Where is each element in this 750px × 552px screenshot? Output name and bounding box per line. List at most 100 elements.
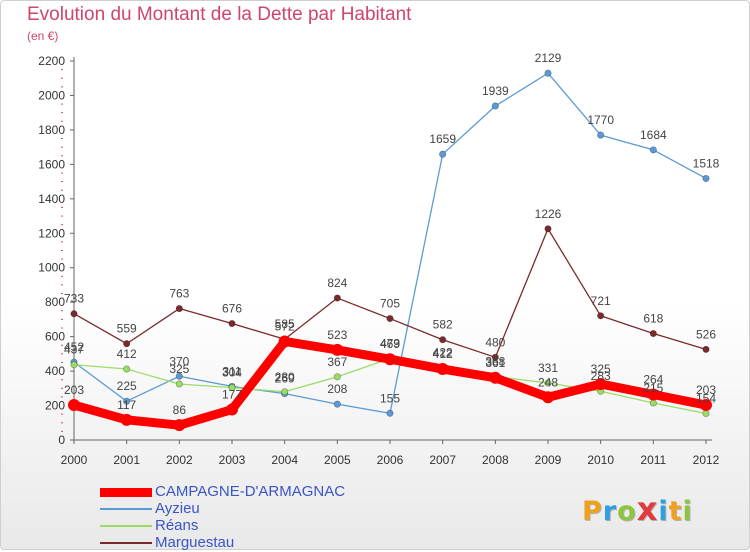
data-point: [649, 146, 657, 154]
data-point: [228, 319, 236, 328]
data-label: 117: [117, 398, 136, 412]
data-point: [281, 388, 289, 396]
data-label: 437: [64, 343, 84, 357]
data-label: 705: [380, 297, 400, 311]
data-point: [68, 399, 80, 412]
data-label: 177: [222, 388, 242, 402]
data-label: 1684: [640, 128, 667, 142]
x-tick-label: 2012: [693, 453, 720, 467]
data-point: [649, 329, 657, 338]
data-label: 215: [643, 381, 663, 395]
data-point: [331, 343, 344, 356]
series-0: [68, 335, 712, 432]
y-tick-label: 1000: [38, 261, 65, 275]
logo-letter: x: [636, 490, 659, 528]
x-tick-label: 2007: [429, 453, 456, 467]
data-label: 733: [64, 292, 84, 306]
x-tick-label: 2001: [113, 453, 140, 467]
data-point: [647, 388, 660, 401]
data-label: 264: [643, 373, 663, 387]
data-label: 480: [485, 335, 505, 349]
data-point: [175, 372, 183, 380]
data-label: 422: [433, 345, 453, 359]
x-tick-label: 2004: [271, 453, 298, 467]
data-point: [436, 363, 449, 376]
x-tick-label: 2002: [166, 453, 193, 467]
x-tick-label: 2009: [535, 453, 562, 467]
y-tick-label: 0: [58, 433, 65, 447]
data-label: 86: [173, 403, 187, 417]
data-label: 325: [591, 362, 611, 376]
logo-letter: i: [682, 496, 693, 527]
data-label: 280: [275, 370, 295, 384]
y-tick-label: 200: [45, 399, 65, 413]
data-label: 1226: [535, 207, 562, 221]
x-tick-label: 2011: [640, 453, 666, 467]
data-point: [702, 345, 710, 353]
data-label: 721: [591, 294, 611, 308]
x-tick-label: 2000: [61, 453, 88, 467]
y-tick-label: 2200: [38, 54, 65, 68]
legend-swatch: [100, 525, 152, 527]
data-label: 473: [380, 337, 400, 351]
data-point: [702, 409, 710, 418]
y-tick-label: 600: [45, 330, 65, 344]
y-tick-label: 1400: [38, 192, 65, 206]
data-point: [386, 409, 394, 417]
legend-swatch: [100, 542, 152, 544]
data-label: 154: [696, 391, 716, 405]
legend-label: Ayzieu: [155, 500, 200, 517]
data-label: 526: [696, 327, 716, 341]
data-label: 304: [222, 366, 242, 380]
logo-letter: i: [658, 496, 669, 527]
data-label: 367: [327, 355, 347, 369]
data-label: 676: [222, 302, 242, 316]
data-point: [542, 391, 554, 404]
data-label: 763: [169, 287, 189, 301]
data-point: [173, 419, 186, 432]
data-label: 469: [380, 337, 400, 351]
data-label: 203: [696, 383, 716, 397]
legend-label: Réans: [155, 517, 199, 534]
data-point: [544, 379, 552, 387]
data-point: [597, 131, 605, 139]
data-point: [439, 336, 447, 344]
y-tick-label: 400: [45, 364, 65, 378]
x-tick-label: 2006: [377, 453, 404, 467]
legend-swatch: [100, 508, 152, 510]
logo-letter: t: [668, 496, 683, 527]
data-point: [594, 378, 607, 391]
data-label: 618: [643, 312, 663, 326]
data-label: 225: [117, 379, 137, 393]
data-point: [491, 353, 499, 361]
data-point: [333, 400, 341, 408]
data-label: 559: [117, 322, 137, 336]
x-tick-label: 2005: [324, 453, 351, 467]
data-label: 824: [327, 276, 347, 290]
data-point: [544, 225, 552, 233]
data-label: 269: [275, 372, 295, 386]
y-tick-label: 800: [45, 295, 65, 309]
data-point: [228, 384, 236, 392]
data-label: 523: [327, 328, 347, 342]
data-label: 585: [275, 317, 295, 331]
data-point: [123, 365, 131, 373]
y-tick-label: 1200: [38, 226, 65, 240]
data-label: 208: [327, 382, 347, 396]
legend-label: CAMPAGNE-D'ARMAGNAC: [155, 483, 346, 500]
data-point: [120, 413, 133, 426]
data-point: [384, 353, 396, 366]
proxiti-logo: Proxiti: [582, 490, 693, 528]
data-label: 368: [485, 355, 505, 369]
data-label: 283: [591, 369, 611, 383]
logo-letter: o: [617, 496, 637, 527]
data-point: [175, 380, 183, 388]
chart-title: Evolution du Montant de la Dette par Hab…: [27, 4, 412, 25]
y-tick-label: 1600: [38, 157, 65, 171]
data-point: [70, 361, 78, 369]
data-label: 331: [538, 361, 558, 375]
data-label: 370: [169, 354, 189, 368]
data-point: [439, 150, 447, 158]
